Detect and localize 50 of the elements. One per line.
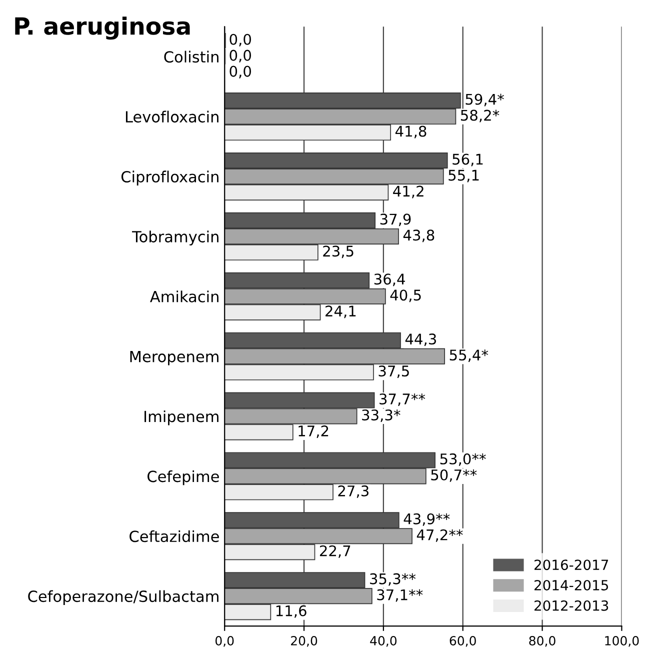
data-label: 17,2: [298, 425, 328, 438]
data-label: 44,3: [405, 334, 436, 346]
x-tick-label: 100,0: [605, 636, 639, 647]
data-label: 37,7**: [380, 393, 426, 406]
legend-label: 2014-2015: [534, 580, 608, 590]
data-label: 55,4*: [450, 350, 488, 362]
x-tick-label: 0,0: [215, 636, 234, 647]
data-label: 0,0: [230, 50, 251, 62]
data-label: 56,1: [452, 154, 483, 166]
y-tick-label: Tobramycin: [132, 230, 218, 246]
chart-title: P. aeruginosa: [15, 16, 190, 40]
y-tick-label: Ceftazidime: [130, 530, 219, 542]
data-label: 41,8: [395, 126, 426, 138]
data-label: 50,7**: [431, 469, 477, 482]
x-tick-label: 40,0: [370, 636, 397, 647]
y-tick-label: Meropenem: [130, 350, 218, 366]
data-label: 53,0**: [440, 453, 486, 466]
x-tick-label: 80,0: [529, 636, 556, 647]
data-label: 43,8: [403, 230, 434, 242]
data-label: 0,0: [230, 34, 251, 46]
data-label: 33,3*: [362, 409, 400, 422]
data-label: 36,4: [374, 274, 405, 286]
y-tick-label: Levofloxacin: [126, 110, 218, 123]
data-label: 37,5: [378, 365, 409, 378]
data-label: 47,2**: [416, 529, 463, 542]
data-label: 58,2*: [461, 110, 500, 122]
data-label: 0,0: [230, 66, 251, 78]
data-label: 27,3: [338, 485, 368, 498]
data-label: 37,1**: [377, 589, 423, 602]
data-label: 22,7: [320, 545, 350, 558]
legend-label: 2012-2013: [534, 600, 608, 611]
y-tick-label: Amikacin: [150, 290, 218, 302]
y-tick-label: Cefepime: [148, 470, 219, 486]
x-tick-label: 60,0: [450, 636, 476, 647]
y-tick-label: Colistin: [164, 50, 218, 63]
data-label: 55,1: [448, 170, 479, 182]
legend-label: 2016-2017: [534, 560, 608, 570]
data-label: 59,4*: [466, 94, 504, 106]
data-label: 40,5: [390, 290, 421, 302]
data-label: 35,3**: [370, 573, 416, 586]
y-tick-label: Imipenem: [144, 410, 218, 426]
y-tick-label: Cefoperazone/Sulbactam: [28, 590, 218, 606]
data-label: 23,5: [323, 246, 354, 258]
x-tick-label: 20,0: [291, 636, 318, 647]
data-label: 11,6: [276, 605, 306, 618]
data-label: 43,9**: [404, 513, 450, 526]
y-tick-label: Ciprofloxacin: [121, 170, 218, 186]
data-label: 37,9: [380, 214, 411, 226]
data-label: 41,2: [393, 186, 424, 198]
data-label: 24,1: [326, 306, 356, 318]
